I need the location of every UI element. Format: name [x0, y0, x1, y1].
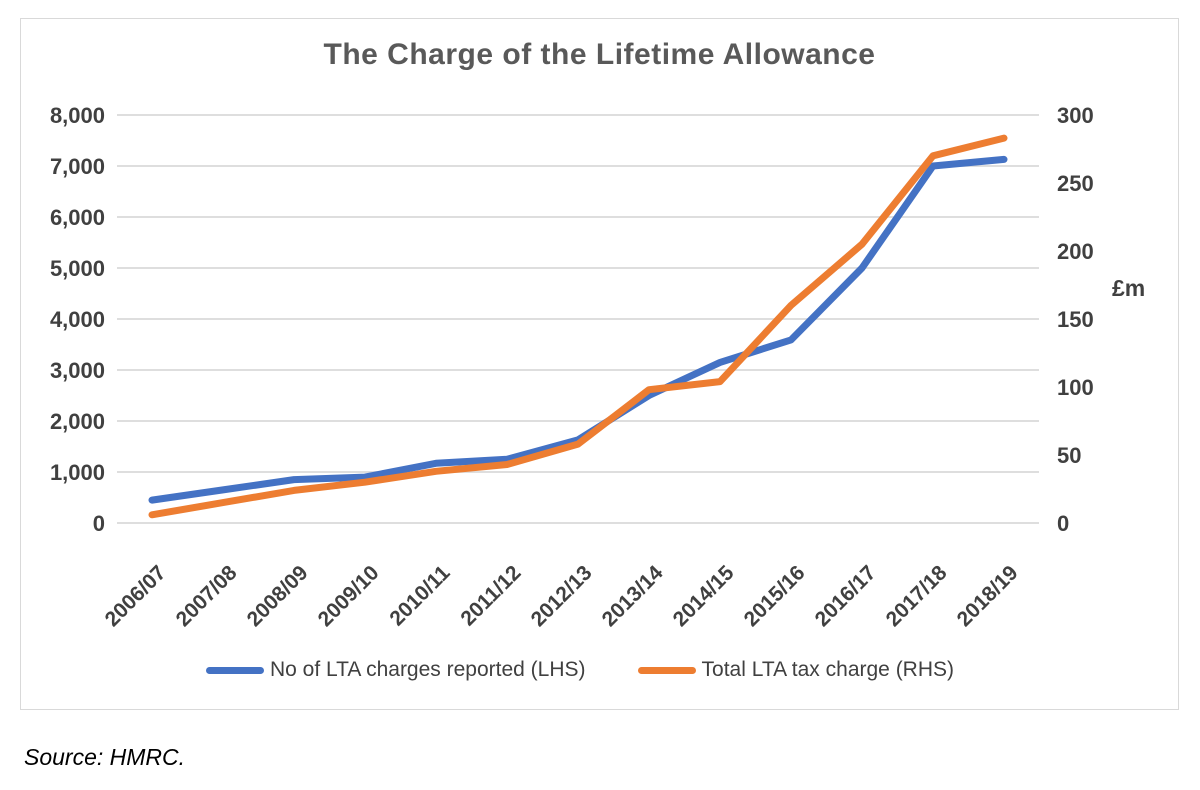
x-axis-tick-label: 2008/09 [243, 561, 313, 631]
left-axis-tick-label: 2,000 [50, 409, 105, 434]
legend-label: Total LTA tax charge (RHS) [701, 658, 955, 681]
chart-legend: No of LTA charges reported (LHS) Total L… [20, 658, 1140, 682]
x-axis-tick-label: 2010/11 [385, 561, 454, 630]
x-axis-tick-label: 2007/08 [172, 561, 242, 631]
chart-title: The Charge of the Lifetime Allowance [323, 38, 876, 71]
left-axis-tick-label: 5,000 [50, 256, 105, 281]
blue-line-swatch-icon [205, 666, 264, 674]
legend-item-lta-charges: No of LTA charges reported (LHS) [205, 658, 586, 682]
right-axis-tick-label: 200 [1057, 239, 1094, 264]
x-axis-tick-label: 2016/17 [811, 561, 881, 631]
right-axis-tick-label: 50 [1057, 443, 1081, 468]
x-axis-tick-label: 2017/18 [882, 561, 952, 631]
x-axis-tick-label: 2009/10 [314, 561, 384, 631]
right-axis-tick-label: 300 [1057, 103, 1094, 128]
left-axis-tick-label: 7,000 [50, 154, 105, 179]
left-axis-tick-label: 8,000 [50, 103, 105, 128]
x-axis-tick-label: 2011/12 [456, 561, 525, 630]
right-axis-tick-label: 150 [1057, 307, 1094, 332]
left-axis-tick-label: 4,000 [50, 307, 105, 332]
x-axis-tick-label: 2018/19 [953, 561, 1023, 631]
x-axis-tick-label: 2013/14 [598, 561, 668, 631]
legend-label: No of LTA charges reported (LHS) [269, 658, 586, 681]
right-axis-tick-label: 0 [1057, 511, 1069, 536]
left-axis-tick-label: 0 [93, 511, 105, 536]
chart-frame [20, 18, 1179, 710]
left-axis-tick-label: 1,000 [50, 460, 105, 485]
x-axis-tick-label: 2006/07 [101, 561, 171, 631]
chart-canvas: 0 1,000 2,000 3,000 4,000 5,000 6,000 7,000 8,00… [50, 103, 1145, 631]
x-axis-tick-label: 2015/16 [740, 561, 810, 631]
right-axis-unit-label: £m [1112, 275, 1145, 301]
series-line-lta-charges [148, 155, 1008, 504]
right-axis-tick-label: 100 [1057, 375, 1094, 400]
left-axis-tick-label: 3,000 [50, 358, 105, 383]
right-axis-tick-label: 250 [1057, 171, 1094, 196]
source-note: Source: HMRC. [24, 744, 186, 770]
left-axis-tick-label: 6,000 [50, 205, 105, 230]
x-axis-tick-label: 2014/15 [669, 561, 739, 631]
x-axis-tick-label: 2012/13 [527, 561, 597, 631]
series-line-tax-charge [148, 134, 1008, 519]
orange-line-swatch-icon [637, 666, 696, 674]
legend-item-tax-charge: Total LTA tax charge (RHS) [637, 658, 955, 682]
